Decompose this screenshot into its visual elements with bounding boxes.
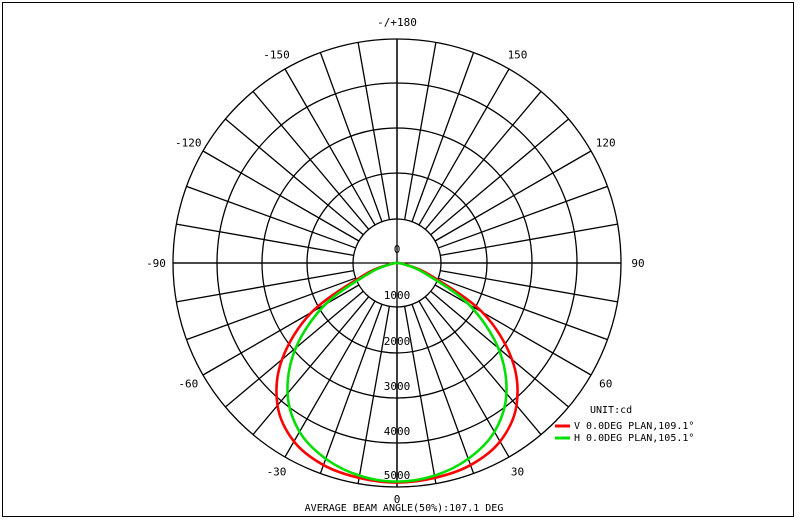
- legend-label-v: V 0.0DEG PLAN,109.1°: [574, 421, 694, 432]
- radial-tick-label: 1000: [384, 289, 411, 302]
- grid-spoke: [284, 300, 376, 458]
- grid-spoke: [404, 306, 437, 484]
- grid-spoke: [357, 42, 390, 220]
- grid-spoke: [404, 42, 437, 220]
- grid-spoke: [430, 118, 570, 236]
- grid-spoke: [411, 304, 475, 474]
- grid-spoke: [440, 270, 618, 303]
- radial-tick-label: 4000: [384, 425, 411, 438]
- series-curves: [275, 261, 519, 484]
- grid-spoke: [424, 296, 542, 436]
- grid-spoke: [418, 68, 510, 226]
- angle-label: 90: [631, 257, 644, 270]
- grid-spoke: [186, 277, 356, 341]
- angle-label: -60: [178, 378, 198, 391]
- radial-tick-label: 3000: [384, 380, 411, 393]
- grid-spoke: [438, 277, 608, 341]
- angle-label: 120: [596, 137, 616, 150]
- grid-spoke: [418, 300, 510, 458]
- legend: UNIT:cd V 0.0DEG PLAN,109.1° H 0.0DEG PL…: [555, 405, 694, 444]
- grid-spoke: [434, 284, 592, 376]
- grid-spoke: [284, 68, 376, 226]
- axis-labels: -/+180 -150 150 -120 120 -90 90 -60 60 -30 30 0 1000…: [146, 16, 645, 506]
- radial-tick-label: 0: [394, 243, 401, 256]
- grid-spoke: [434, 150, 592, 242]
- angle-label: -/+180: [377, 16, 417, 29]
- grid-spoke: [357, 306, 390, 484]
- series-curve-1: [286, 261, 508, 483]
- grid-spoke: [176, 223, 354, 256]
- grid-spoke: [202, 284, 360, 376]
- grid-spoke: [186, 185, 356, 249]
- grid-spoke: [252, 90, 370, 230]
- radial-tick-label: 5000: [384, 469, 411, 482]
- grid-spoke: [319, 52, 383, 222]
- angle-label: -90: [146, 257, 166, 270]
- grid-spoke: [319, 304, 383, 474]
- grid-spoke: [440, 223, 618, 256]
- legend-label-h: H 0.0DEG PLAN,105.1°: [574, 433, 694, 444]
- grid-spoke: [424, 90, 542, 230]
- grid-spoke: [252, 296, 370, 436]
- angle-label: 60: [599, 378, 612, 391]
- beam-angle-footer: AVERAGE BEAM ANGLE(50%):107.1 DEG: [305, 503, 504, 514]
- radial-tick-label: 2000: [384, 335, 411, 348]
- grid-spoke: [411, 52, 475, 222]
- unit-label: UNIT:cd: [590, 405, 632, 416]
- grid-spoke: [224, 118, 364, 236]
- angle-label: -120: [175, 137, 202, 150]
- grid-spoke: [176, 270, 354, 303]
- chart-frame: [2, 2, 794, 517]
- grid-spoke: [438, 185, 608, 249]
- angle-label: 150: [508, 48, 528, 61]
- radial-tick-label: 0: [394, 493, 401, 506]
- angle-label: 30: [511, 466, 524, 479]
- grid-spoke: [202, 150, 360, 242]
- angle-label: -30: [267, 466, 287, 479]
- angle-label: -150: [263, 48, 290, 61]
